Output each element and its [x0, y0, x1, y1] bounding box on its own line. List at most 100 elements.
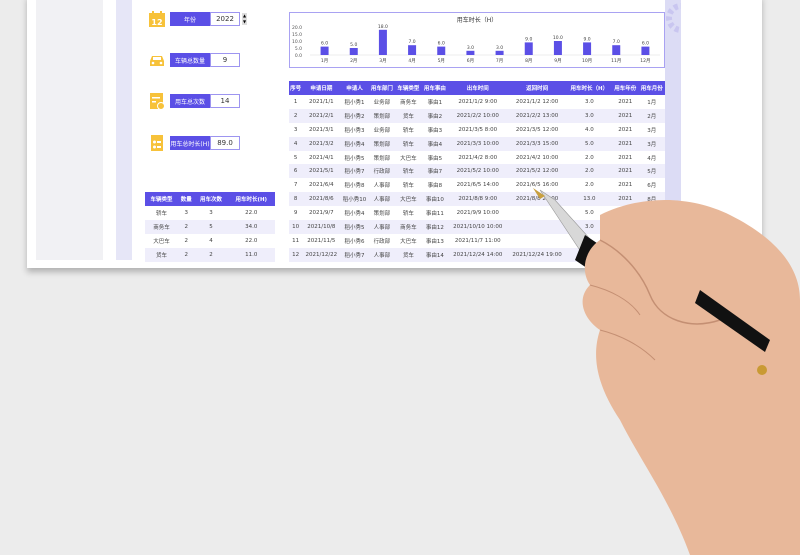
table-cell: 稻小秀5 — [340, 220, 369, 234]
table-row: 10 2021/10/8 稻小秀5 人事部 商务车 事由12 2021/10/10 10:0… — [289, 220, 665, 234]
column-header: 用车部门 — [368, 81, 396, 95]
table-row: 货车 2 2 11.0 — [145, 247, 275, 262]
table-cell: 22.0 — [245, 209, 258, 216]
x-tick-label: 9月 — [554, 58, 561, 64]
column-header: 出车时间 — [448, 81, 508, 95]
table-row: 11 2021/11/5 稻小秀6 行政部 大巴车 事由13 2021/11/7 11:00 — [289, 234, 665, 248]
table-cell: 2021/1/1 — [308, 98, 334, 105]
data-label: 18.0 — [378, 24, 388, 30]
table-cell: 2021 — [611, 164, 639, 179]
duration-chart: 用车时长（H） 0.0 5.0 10.0 15.0 20.0 6.0 1月 5.0 2月 18.0… — [289, 12, 665, 68]
data-label: 3.0 — [467, 45, 474, 51]
table-cell: 事由5 — [427, 155, 443, 162]
table-cell: 2021/12/22 — [302, 247, 341, 262]
bar — [495, 50, 504, 55]
data-label: 6.0 — [642, 41, 649, 47]
table-cell: 2021/3/2 — [302, 136, 341, 151]
table-cell: 3.0 — [584, 98, 594, 105]
data-label: 9.0 — [525, 36, 532, 42]
table-cell: 商务车 — [395, 220, 422, 234]
table-cell: 5 — [293, 154, 298, 161]
table-cell: 事由10 — [421, 192, 449, 207]
table-cell: 2021/10/10 10:00 — [448, 220, 508, 234]
chart-plot: 0.05.010.015.020.06.01月5.02月18.03月7.04月6… — [292, 24, 660, 64]
table-cell: 2021/4/2 10:00 — [515, 154, 559, 161]
svg-text:12: 12 — [151, 18, 162, 27]
kpi-label: 用车总时长(H) — [170, 136, 210, 150]
data-label: 7.0 — [408, 39, 415, 45]
table-cell: 2021/2/2 13:00 — [507, 108, 567, 123]
table-cell: 2021/12/24 19:00 — [507, 247, 567, 262]
table-cell: 大巴车 — [153, 238, 170, 245]
table-cell: 稻小秀4 — [340, 136, 369, 151]
table-cell: 2021/5/1 — [302, 164, 341, 179]
table-cell: 2021 — [618, 182, 633, 189]
kpi-year: 12 年份 2022 ▲ ▼ — [148, 10, 247, 28]
table-cell: 2021 — [618, 210, 633, 217]
year-spinner[interactable]: ▲ ▼ — [242, 13, 247, 25]
table-cell: 事由1 — [427, 99, 443, 106]
table-cell: 13.0 — [566, 192, 612, 207]
table-cell: 2021/3/5 12:00 — [515, 126, 559, 133]
table-cell: 2021/11/5 — [307, 237, 336, 244]
table-cell: 人事部 — [368, 247, 396, 262]
table-cell: 稻小秀7 — [340, 247, 369, 262]
table-row: 大巴车 2 4 22.0 — [145, 234, 275, 248]
table-cell: 5.0 — [584, 210, 594, 217]
table-cell: 4.0 — [584, 126, 594, 133]
data-label: 5.0 — [350, 42, 357, 48]
column-header: 用车时长(H) — [227, 192, 275, 206]
table-cell: 2021/8/6 — [302, 192, 341, 207]
data-label: 6.0 — [321, 41, 328, 47]
column-header: 用车次数 — [194, 192, 228, 206]
table-cell: 2021/2/2 10:00 — [448, 108, 508, 123]
table-cell: 2021 — [618, 98, 633, 105]
table-cell: 4月 — [647, 155, 657, 162]
table-row: 1 2021/1/1 稻小秀1 业务部 商务车 事由1 2021/1/2 9:00 2021/… — [289, 95, 665, 109]
kpi-value: 89.0 — [210, 136, 240, 150]
table-cell: 业务部 — [373, 99, 391, 106]
table-cell: 轿车 — [402, 183, 414, 190]
table-cell: 行政部 — [373, 238, 391, 245]
trip-table: 序号 申请日期 申请人 用车部门 车辆类型 用车事由 出车时间 返回时间 用车时长（H） 用车年份… — [289, 81, 665, 262]
table-cell: 稻小秀3 — [344, 127, 365, 134]
table-cell: 策划部 — [368, 108, 396, 123]
table-cell: 2021/1/2 12:00 — [515, 98, 559, 105]
table-cell: 轿车 — [402, 211, 414, 218]
table-cell: 8月 — [638, 192, 665, 207]
x-tick-label: 4月 — [408, 58, 415, 64]
table-cell: 2021/6/4 — [308, 182, 334, 189]
table-cell — [611, 247, 639, 262]
bar — [378, 29, 387, 55]
table-cell: 12 — [289, 247, 303, 262]
left-strip — [116, 0, 132, 260]
table-cell: 2021/9/7 — [308, 210, 334, 217]
calculator-icon — [151, 135, 163, 151]
table-cell: 2021 — [611, 108, 639, 123]
table-cell: 2021/10/8 — [302, 220, 341, 234]
table-cell: 货车 — [395, 108, 422, 123]
year-input[interactable]: 2022 — [210, 12, 240, 26]
y-tick-label: 20.0 — [292, 25, 302, 31]
y-tick-label: 10.0 — [292, 39, 302, 45]
table-cell — [612, 234, 638, 248]
table-cell: 2 — [289, 108, 303, 123]
x-tick-label: 8月 — [525, 58, 532, 64]
table-cell: 商务车 — [145, 219, 178, 234]
table-cell: 大巴车 — [400, 155, 417, 162]
kpi-trips: 用车总次数 14 — [148, 92, 240, 110]
table-cell: 大巴车 — [400, 238, 417, 245]
column-header: 车辆类型 — [145, 192, 178, 206]
kpi-label: 车辆总数量 — [170, 53, 210, 67]
table-cell: 2021/11/7 11:00 — [454, 237, 501, 244]
table-cell: 稻小秀1 — [344, 99, 365, 106]
table-cell: 11.0 — [227, 247, 275, 262]
table-cell: 行政部 — [368, 164, 396, 179]
left-margin — [36, 0, 103, 260]
table-cell: 2.0 — [584, 182, 594, 189]
table-row: 7 2021/6/4 稻小秀8 人事部 轿车 事由8 2021/6/5 14:00 2021/… — [289, 178, 665, 192]
table-cell: 2 — [194, 247, 228, 262]
table-cell: 轿车 — [402, 127, 414, 134]
table-cell: 8 — [289, 192, 303, 207]
x-tick-label: 7月 — [496, 58, 503, 64]
